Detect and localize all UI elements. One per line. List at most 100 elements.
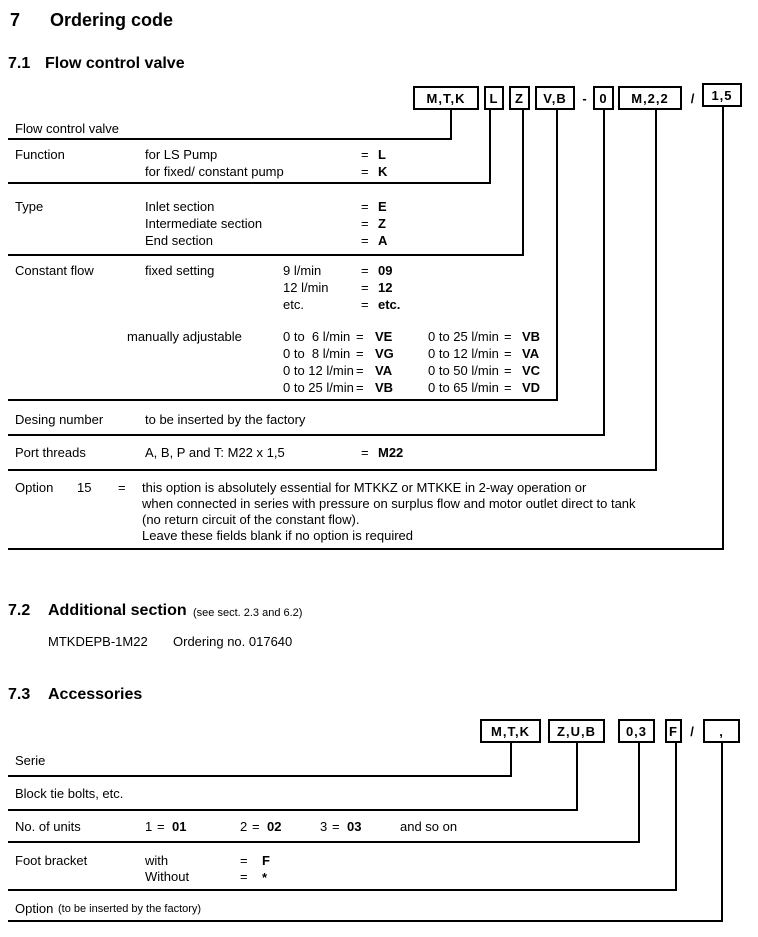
code-box-constant-flow: V,B	[535, 86, 575, 110]
section-7-title: Ordering code	[50, 10, 174, 30]
adjustable-range: 0 to 8 l/min	[283, 346, 351, 361]
equals-sign: =	[356, 363, 364, 378]
leader-line-type	[522, 110, 524, 256]
option-text-line: this option is absolutely essential for …	[142, 480, 587, 495]
code-box-option-blank: ,	[703, 719, 740, 743]
underline-block-tie-bolts	[8, 809, 578, 811]
underline-number-of-units	[8, 841, 640, 843]
adjustable-range: 0 to 12 l/min	[283, 363, 354, 378]
fixed-item-desc: etc.	[283, 297, 304, 312]
row-label-desing-number: Desing number	[15, 412, 104, 427]
type-item-code: E	[378, 199, 387, 214]
code-box-serie: M,T,K	[480, 719, 541, 743]
equals-sign: =	[356, 329, 364, 344]
equals-sign: =	[361, 233, 369, 248]
ordering-number: Ordering no. 017640	[173, 634, 293, 649]
adjustable-code: VD	[522, 380, 541, 395]
equals-sign: =	[361, 147, 369, 162]
units-key: 2	[240, 819, 248, 834]
fixed-item-desc: 9 l/min	[283, 263, 322, 278]
equals-sign: =	[361, 280, 369, 295]
fixed-item-desc: 12 l/min	[283, 280, 329, 295]
equals-sign: =	[504, 380, 512, 395]
leader-line-series	[450, 110, 452, 140]
type-item-code: Z	[378, 216, 386, 231]
underline-function	[8, 182, 491, 184]
equals-sign: =	[118, 480, 126, 495]
option-factory-note: (to be inserted by the factory)	[58, 903, 202, 915]
code-box-design-number: 0	[593, 86, 614, 110]
units-and-so-on: and so on	[400, 819, 458, 834]
equals-sign: =	[361, 297, 369, 312]
equals-sign: =	[504, 346, 512, 361]
row-label-constant-flow: Constant flow	[15, 263, 94, 278]
leader-line-design-number	[603, 110, 605, 436]
units-key: 3	[320, 819, 328, 834]
units-code: 03	[347, 819, 362, 834]
row-label-block-tie-bolts: Block tie bolts, etc.	[15, 786, 124, 801]
row-label-function: Function	[15, 147, 65, 162]
equals-sign: =	[252, 819, 260, 834]
code-box-type: Z	[509, 86, 530, 110]
leader-line-port-threads	[655, 110, 657, 471]
code-separator-slash: /	[690, 723, 694, 739]
equals-sign: =	[157, 819, 165, 834]
units-code: 01	[172, 819, 187, 834]
option-text-line: (no return circuit of the constant flow)…	[142, 512, 360, 527]
code-separator-dash: -	[582, 90, 587, 106]
code-box-series: M,T,K	[413, 86, 479, 110]
code-box-foot-bracket: F	[665, 719, 682, 743]
equals-sign: =	[356, 380, 364, 395]
row-label-port-threads: Port threads	[15, 445, 86, 460]
foot-bracket-desc: Without	[145, 869, 190, 884]
desing-number-desc: to be inserted by the factory	[145, 412, 306, 427]
adjustable-range: 0 to 25 l/min	[283, 380, 354, 395]
leader-line-option	[722, 107, 724, 550]
equals-sign: =	[504, 329, 512, 344]
part-number: MTKDEPB-1M22	[48, 634, 148, 649]
option-text-line: Leave these fields blank if no option is…	[142, 528, 414, 543]
equals-sign: =	[504, 363, 512, 378]
constant-flow-sublabel-adjustable: manually adjustable	[127, 329, 242, 344]
equals-sign: =	[361, 164, 369, 179]
adjustable-range: 0 to 12 l/min	[428, 346, 499, 361]
fixed-item-code: 09	[378, 263, 393, 278]
adjustable-code: VC	[522, 363, 541, 378]
leader-line-block-tie-bolts	[576, 743, 578, 811]
underline-port-threads	[8, 469, 657, 471]
option-code: 15	[77, 480, 92, 495]
constant-flow-sublabel-fixed: fixed setting	[145, 263, 215, 278]
function-item-code: L	[378, 147, 386, 162]
underline-constant-flow	[8, 399, 558, 401]
code-box-function: L	[484, 86, 504, 110]
adjustable-range: 0 to 50 l/min	[428, 363, 499, 378]
row-label-serie: Serie	[15, 753, 46, 768]
equals-sign: =	[361, 216, 369, 231]
foot-bracket-desc: with	[145, 853, 169, 868]
equals-sign: =	[332, 819, 340, 834]
code-separator-slash: /	[690, 90, 695, 106]
function-item-desc: for LS Pump	[145, 147, 218, 162]
adjustable-code: VB	[522, 329, 541, 344]
row-label-type: Type	[15, 199, 44, 214]
equals-sign: =	[361, 445, 369, 460]
equals-sign: =	[240, 869, 248, 884]
port-threads-desc: A, B, P and T: M22 x 1,5	[145, 445, 285, 460]
underline-flow-control-valve	[8, 138, 452, 140]
foot-bracket-code: *	[262, 870, 268, 885]
section-7-number: 7	[10, 10, 21, 30]
section-72-number: 7.2	[8, 602, 31, 619]
row-label-option: Option	[15, 480, 54, 495]
equals-sign: =	[356, 346, 364, 361]
type-item-code: A	[378, 233, 388, 248]
units-code: 02	[267, 819, 282, 834]
row-label-number-of-units: No. of units	[15, 819, 81, 834]
underline-option-factory	[8, 920, 723, 922]
row-label-foot-bracket: Foot bracket	[15, 853, 88, 868]
adjustable-code: VA	[522, 346, 540, 361]
type-item-desc: Inlet section	[145, 199, 215, 214]
code-box-port-threads: M,2,2	[618, 86, 682, 110]
adjustable-range: 0 to 25 l/min	[428, 329, 499, 344]
leader-line-foot-bracket	[675, 743, 677, 891]
